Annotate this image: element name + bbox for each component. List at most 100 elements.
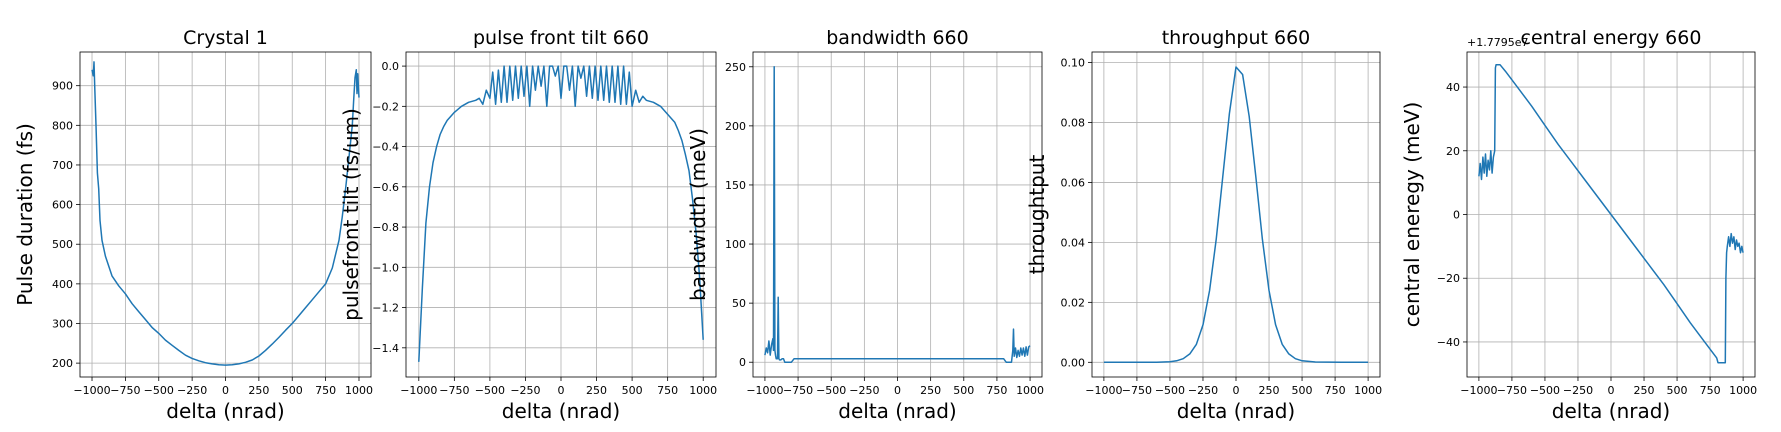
x-tick-label: −250 <box>177 384 207 397</box>
y-tick-label: 0.06 <box>1061 176 1086 189</box>
chart-title: throughput 660 <box>1162 27 1311 49</box>
y-tick-label: 0.08 <box>1061 116 1086 129</box>
series-line <box>1478 63 1744 364</box>
x-tick-label: −1000 <box>73 384 110 397</box>
y-tick-label: −0.8 <box>372 221 399 234</box>
x-tick-label: 1000 <box>1354 384 1382 397</box>
y-tick-label: 0 <box>1453 209 1460 222</box>
x-tick-label: −750 <box>1122 384 1152 397</box>
x-tick-label: −500 <box>475 384 505 397</box>
y-axis-label: bandwidth (meV) <box>686 128 710 301</box>
y-tick-label: 200 <box>52 357 73 370</box>
y-tick-label: 900 <box>52 80 73 93</box>
x-tick-label: 500 <box>953 384 974 397</box>
panel-5: −1000 −750 −500 −250 0 250 500 750 1000 −40 −20 0 20… <box>1400 27 1757 423</box>
y-tick-label: 0 <box>739 356 746 369</box>
y-tick-label: 500 <box>52 238 73 251</box>
x-tick-label: −250 <box>849 384 879 397</box>
x-tick-label: 250 <box>1634 384 1655 397</box>
x-tick-label: −250 <box>1188 384 1218 397</box>
y-tick-label: 700 <box>52 159 73 172</box>
y-tick-label: 200 <box>725 120 746 133</box>
y-tick-label: 600 <box>52 199 73 212</box>
x-tick-label: 750 <box>1325 384 1346 397</box>
x-tick-label: −750 <box>1497 384 1527 397</box>
x-tick-label: −500 <box>144 384 174 397</box>
x-tick-label: 250 <box>586 384 607 397</box>
y-tick-label: 0.10 <box>1061 56 1086 69</box>
chart-title: pulse front tilt 660 <box>473 27 649 49</box>
series-line <box>764 66 1031 363</box>
y-tick-label: 50 <box>732 297 746 310</box>
panel-4: −1000 −750 −500 −250 0 250 500 750 1000 0.00 0.02 0… <box>1025 27 1382 423</box>
x-tick-label: −500 <box>1155 384 1185 397</box>
x-tick-label: 750 <box>315 384 336 397</box>
x-tick-label: −750 <box>783 384 813 397</box>
y-tick-label: −20 <box>1437 272 1460 285</box>
chart-title: Crystal 1 <box>183 27 268 49</box>
x-tick-label: 500 <box>1292 384 1313 397</box>
y-axis-label: throughtput <box>1025 155 1049 275</box>
x-tick-label: −1000 <box>1460 384 1497 397</box>
series-line <box>91 61 360 366</box>
x-tick-label: 0 <box>558 384 565 397</box>
y-tick-label: 250 <box>725 61 746 74</box>
x-tick-label: 0 <box>222 384 229 397</box>
y-tick-label: 20 <box>1446 145 1460 158</box>
y-tick-label: 0.00 <box>1061 356 1086 369</box>
y-axis-label: Pulse duration (fs) <box>13 123 37 306</box>
y-tick-label: −0.4 <box>372 141 399 154</box>
x-tick-label: −250 <box>510 384 540 397</box>
x-tick-label: 250 <box>1259 384 1280 397</box>
x-tick-label: 0 <box>894 384 901 397</box>
series-line <box>1103 66 1369 364</box>
x-axis-label: delta (nrad) <box>166 399 284 423</box>
chart-title: bandwidth 660 <box>826 27 968 49</box>
y-tick-label: −0.2 <box>372 100 399 113</box>
series-line <box>418 65 704 362</box>
x-tick-label: −250 <box>1563 384 1593 397</box>
x-tick-label: −750 <box>439 384 469 397</box>
y-tick-label: 0.04 <box>1061 236 1086 249</box>
x-axis-label: delta (nrad) <box>502 399 620 423</box>
x-tick-label: 500 <box>622 384 643 397</box>
y-tick-label: 150 <box>725 179 746 192</box>
x-tick-label: 750 <box>986 384 1007 397</box>
y-tick-label: −1.4 <box>372 342 399 355</box>
y-offset-label: +1.7795e7 <box>1467 36 1528 49</box>
x-tick-label: −500 <box>1530 384 1560 397</box>
x-tick-label: −500 <box>816 384 846 397</box>
x-tick-label: 500 <box>1667 384 1688 397</box>
y-axis-label: central eneregy (meV) <box>1400 102 1424 328</box>
x-axis-label: delta (nrad) <box>1177 399 1295 423</box>
y-tick-label: −1.2 <box>372 302 399 315</box>
x-tick-label: 250 <box>920 384 941 397</box>
x-axis-label: delta (nrad) <box>838 399 956 423</box>
x-tick-label: 250 <box>248 384 269 397</box>
panel-2: −1000 −750 −500 −250 0 250 500 750 1000 −1.4 −1.2 −… <box>339 27 717 423</box>
x-tick-label: 750 <box>657 384 678 397</box>
x-tick-label: 1000 <box>1016 384 1044 397</box>
x-tick-label: −750 <box>110 384 140 397</box>
x-tick-label: 0 <box>1608 384 1615 397</box>
y-tick-label: 0.02 <box>1061 296 1086 309</box>
x-tick-label: −1000 <box>400 384 437 397</box>
chart-title: central energy 660 <box>1521 27 1702 49</box>
x-tick-label: 750 <box>1700 384 1721 397</box>
y-tick-label: 0.0 <box>382 60 400 73</box>
y-tick-label: 400 <box>52 278 73 291</box>
panel-3: −1000 −750 −500 −250 0 250 500 750 1000 0 50 100 150… <box>686 27 1044 423</box>
y-tick-label: 100 <box>725 238 746 251</box>
x-tick-label: −1000 <box>1085 384 1122 397</box>
panel-1: −1000 −750 −500 −250 0 250 500 750 1000 200 300 400… <box>13 27 373 423</box>
y-tick-label: 300 <box>52 317 73 330</box>
x-tick-label: 500 <box>282 384 303 397</box>
y-tick-label: 40 <box>1446 81 1460 94</box>
x-tick-label: 1000 <box>345 384 373 397</box>
x-axis-label: delta (nrad) <box>1552 399 1670 423</box>
x-tick-label: 0 <box>1233 384 1240 397</box>
x-tick-label: 1000 <box>689 384 717 397</box>
x-tick-label: 1000 <box>1729 384 1757 397</box>
y-tick-label: 800 <box>52 119 73 132</box>
